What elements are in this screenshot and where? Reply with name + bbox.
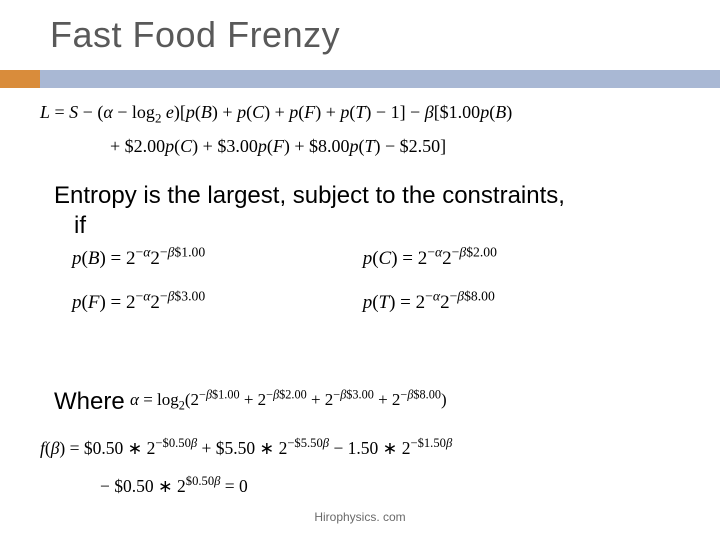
equation-f-line1: f(β) = $0.50 ∗ 2−$0.50β + $5.50 ∗ 2−$5.5…: [40, 438, 452, 459]
where-label: Where: [54, 388, 125, 416]
slide-title: Fast Food Frenzy: [50, 14, 340, 56]
accent-blue: [40, 70, 720, 88]
equation-lagrangian-line1: L = S − (α − log2 e)[p(B) + p(C) + p(F) …: [40, 102, 512, 123]
solution-pC: p(C) = 2−α2−β$2.00: [363, 248, 642, 270]
solution-pF: p(F) = 2−α2−β$3.00: [72, 292, 351, 314]
footer-credit: Hirophysics. com: [0, 510, 720, 524]
equation-alpha: α = log2(2−β$1.00 + 2−β$2.00 + 2−β$3.00 …: [130, 390, 447, 410]
solutions-grid: p(B) = 2−α2−β$1.00 p(C) = 2−α2−β$2.00 p(…: [72, 248, 642, 336]
body-text-line1: Entropy is the largest, subject to the c…: [54, 182, 565, 210]
body-text-line2: if: [74, 212, 86, 240]
slide: Fast Food Frenzy L = S − (α − log2 e)[p(…: [0, 0, 720, 540]
solution-pT: p(T) = 2−α2−β$8.00: [363, 292, 642, 314]
solution-pB: p(B) = 2−α2−β$1.00: [72, 248, 351, 270]
accent-orange: [0, 70, 40, 88]
equation-lagrangian-line2: + $2.00p(C) + $3.00p(F) + $8.00p(T) − $2…: [110, 136, 446, 157]
accent-bar: [0, 70, 720, 88]
equation-f-line2: − $0.50 ∗ 2$0.50β = 0: [100, 476, 248, 497]
